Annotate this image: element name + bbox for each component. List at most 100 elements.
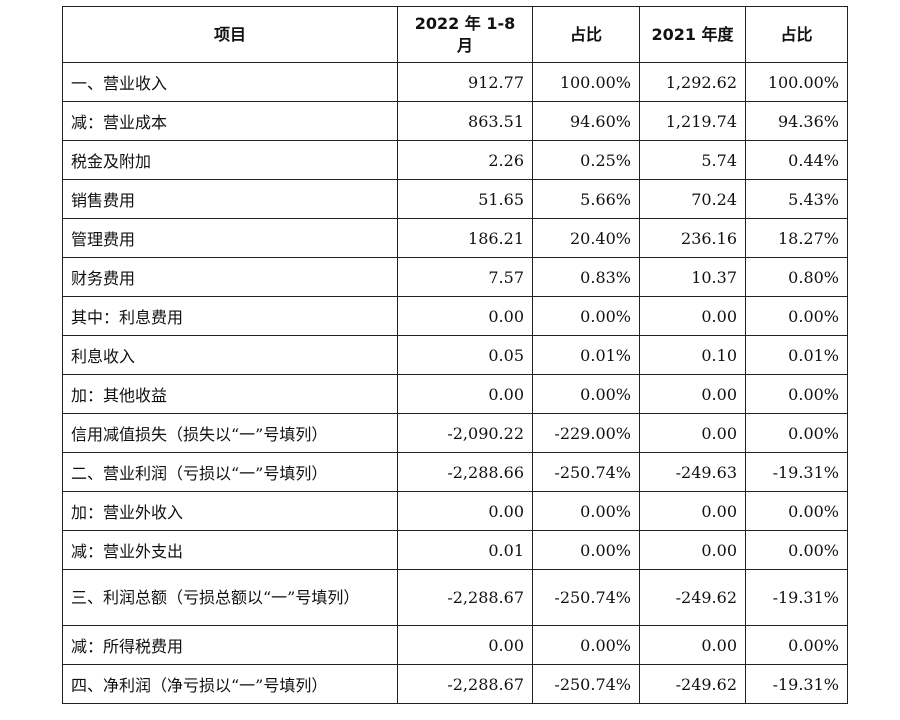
amount-2021-cell: -249.62 xyxy=(639,664,746,704)
ratio-2022-cell: 0.25% xyxy=(532,140,640,180)
income-statement-table: 项目 2022 年 1-8 月 占比 2021 年度 占比 一、营业收入 912.… xyxy=(62,6,848,704)
header-row: 项目 2022 年 1-8 月 占比 2021 年度 占比 xyxy=(62,6,848,63)
ratio-2022-cell: 100.00% xyxy=(532,62,640,102)
ratio-2022-cell: 5.66% xyxy=(532,179,640,219)
ratio-2022-cell: -250.74% xyxy=(532,664,640,704)
table-row: 二、营业利润（亏损以“一”号填列） -2,288.66 -250.74% -249.6… xyxy=(62,452,848,492)
item-cell: 税金及附加 xyxy=(62,140,398,180)
ratio-2021-cell: 0.00% xyxy=(745,530,848,570)
amount-2022-cell: 0.01 xyxy=(397,530,533,570)
ratio-2022-cell: 0.00% xyxy=(532,530,640,570)
ratio-2021-cell: 0.00% xyxy=(745,413,848,453)
ratio-2022-cell: 0.00% xyxy=(532,625,640,665)
ratio-2021-cell: 0.00% xyxy=(745,625,848,665)
amount-2021-cell: -249.62 xyxy=(639,569,746,626)
table-row: 减：所得税费用 0.00 0.00% 0.00 0.00% xyxy=(62,625,848,665)
ratio-2021-cell: 0.01% xyxy=(745,335,848,375)
ratio-2022-cell: 0.00% xyxy=(532,491,640,531)
ratio-2021-cell: 94.36% xyxy=(745,101,848,141)
amount-2021-cell: 0.10 xyxy=(639,335,746,375)
amount-2021-cell: 70.24 xyxy=(639,179,746,219)
amount-2022-cell: 863.51 xyxy=(397,101,533,141)
item-cell: 财务费用 xyxy=(62,257,398,297)
amount-2021-cell: 236.16 xyxy=(639,218,746,258)
table-row: 四、净利润（净亏损以“一”号填列） -2,288.67 -250.74% -249.6… xyxy=(62,664,848,704)
ratio-2022-cell: 20.40% xyxy=(532,218,640,258)
ratio-2022-cell: 0.01% xyxy=(532,335,640,375)
item-cell: 三、利润总额（亏损总额以“一”号填列） xyxy=(62,569,398,626)
item-cell: 减：所得税费用 xyxy=(62,625,398,665)
table-row: 加：其他收益 0.00 0.00% 0.00 0.00% xyxy=(62,374,848,414)
amount-2021-cell: 0.00 xyxy=(639,491,746,531)
amount-2022-cell: 51.65 xyxy=(397,179,533,219)
amount-2021-cell: 5.74 xyxy=(639,140,746,180)
amount-2022-cell: -2,288.66 xyxy=(397,452,533,492)
ratio-2021-cell: 0.00% xyxy=(745,296,848,336)
amount-2022-cell: 912.77 xyxy=(397,62,533,102)
table-row: 管理费用 186.21 20.40% 236.16 18.27% xyxy=(62,218,848,258)
amount-2022-cell: -2,090.22 xyxy=(397,413,533,453)
amount-2021-cell: -249.63 xyxy=(639,452,746,492)
header-2022-jan-aug: 2022 年 1-8 月 xyxy=(397,6,533,63)
item-cell: 利息收入 xyxy=(62,335,398,375)
item-cell: 加：其他收益 xyxy=(62,374,398,414)
ratio-2021-cell: -19.31% xyxy=(745,452,848,492)
amount-2021-cell: 1,219.74 xyxy=(639,101,746,141)
ratio-2022-cell: 0.00% xyxy=(532,374,640,414)
amount-2022-cell: -2,288.67 xyxy=(397,569,533,626)
ratio-2022-cell: 0.00% xyxy=(532,296,640,336)
table-row: 信用减值损失（损失以“一”号填列） -2,090.22 -229.00% 0.00 0.… xyxy=(62,413,848,453)
ratio-2021-cell: 0.44% xyxy=(745,140,848,180)
amount-2021-cell: 1,292.62 xyxy=(639,62,746,102)
table-body: 一、营业收入 912.77 100.00% 1,292.62 100.00% 减：营业成本… xyxy=(62,62,848,704)
amount-2022-cell: 2.26 xyxy=(397,140,533,180)
item-cell: 减：营业成本 xyxy=(62,101,398,141)
ratio-2021-cell: 0.80% xyxy=(745,257,848,297)
table-row: 减：营业外支出 0.01 0.00% 0.00 0.00% xyxy=(62,530,848,570)
ratio-2021-cell: 18.27% xyxy=(745,218,848,258)
amount-2021-cell: 0.00 xyxy=(639,413,746,453)
item-cell: 管理费用 xyxy=(62,218,398,258)
table-row: 加：营业外收入 0.00 0.00% 0.00 0.00% xyxy=(62,491,848,531)
ratio-2021-cell: 0.00% xyxy=(745,374,848,414)
ratio-2022-cell: -250.74% xyxy=(532,569,640,626)
table-row: 一、营业收入 912.77 100.00% 1,292.62 100.00% xyxy=(62,62,848,102)
ratio-2021-cell: 0.00% xyxy=(745,491,848,531)
amount-2022-cell: 0.00 xyxy=(397,296,533,336)
table-row: 其中：利息费用 0.00 0.00% 0.00 0.00% xyxy=(62,296,848,336)
table-row: 财务费用 7.57 0.83% 10.37 0.80% xyxy=(62,257,848,297)
amount-2022-cell: 0.00 xyxy=(397,491,533,531)
item-cell: 一、营业收入 xyxy=(62,62,398,102)
amount-2022-cell: 7.57 xyxy=(397,257,533,297)
item-cell: 加：营业外收入 xyxy=(62,491,398,531)
item-cell: 信用减值损失（损失以“一”号填列） xyxy=(62,413,398,453)
ratio-2021-cell: -19.31% xyxy=(745,569,848,626)
amount-2022-cell: 186.21 xyxy=(397,218,533,258)
item-cell: 销售费用 xyxy=(62,179,398,219)
item-cell: 四、净利润（净亏损以“一”号填列） xyxy=(62,664,398,704)
amount-2021-cell: 0.00 xyxy=(639,374,746,414)
table-row: 减：营业成本 863.51 94.60% 1,219.74 94.36% xyxy=(62,101,848,141)
ratio-2021-cell: -19.31% xyxy=(745,664,848,704)
table-row: 税金及附加 2.26 0.25% 5.74 0.44% xyxy=(62,140,848,180)
table-header: 项目 2022 年 1-8 月 占比 2021 年度 占比 xyxy=(62,6,848,63)
amount-2022-cell: -2,288.67 xyxy=(397,664,533,704)
amount-2022-cell: 0.00 xyxy=(397,625,533,665)
item-cell: 二、营业利润（亏损以“一”号填列） xyxy=(62,452,398,492)
ratio-2022-cell: -250.74% xyxy=(532,452,640,492)
ratio-2021-cell: 5.43% xyxy=(745,179,848,219)
table-row: 利息收入 0.05 0.01% 0.10 0.01% xyxy=(62,335,848,375)
ratio-2022-cell: 0.83% xyxy=(532,257,640,297)
ratio-2021-cell: 100.00% xyxy=(745,62,848,102)
ratio-2022-cell: -229.00% xyxy=(532,413,640,453)
ratio-2022-cell: 94.60% xyxy=(532,101,640,141)
table-row: 销售费用 51.65 5.66% 70.24 5.43% xyxy=(62,179,848,219)
item-cell: 减：营业外支出 xyxy=(62,530,398,570)
amount-2022-cell: 0.05 xyxy=(397,335,533,375)
table-row: 三、利润总额（亏损总额以“一”号填列） -2,288.67 -250.74% -249… xyxy=(62,569,848,626)
item-cell: 其中：利息费用 xyxy=(62,296,398,336)
header-item: 项目 xyxy=(62,6,398,63)
amount-2021-cell: 10.37 xyxy=(639,257,746,297)
header-ratio-2021: 占比 xyxy=(745,6,848,63)
amount-2022-cell: 0.00 xyxy=(397,374,533,414)
